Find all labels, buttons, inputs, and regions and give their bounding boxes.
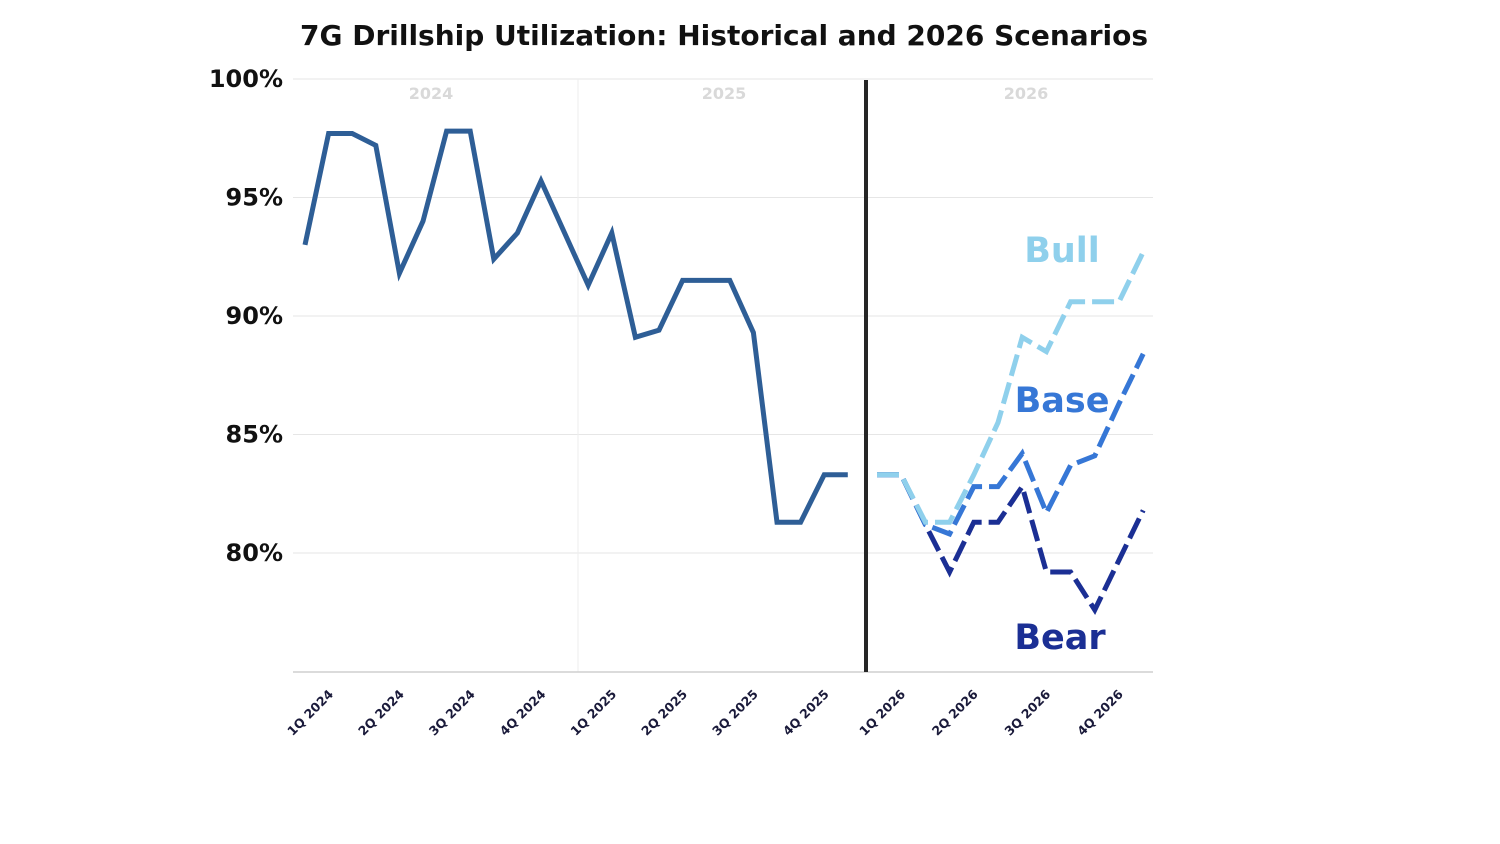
- series-label-bull: Bull: [1024, 231, 1100, 271]
- year-labels: 2024 2025 2026: [409, 84, 1049, 103]
- x-tick-label: 2Q 2026: [929, 686, 981, 738]
- x-tick-label: 4Q 2026: [1074, 686, 1126, 738]
- y-tick-label: 90%: [226, 302, 283, 330]
- x-tick-label: 2Q 2024: [355, 686, 407, 738]
- x-tick-label: 3Q 2024: [426, 686, 478, 738]
- x-tick-label: 1Q 2025: [567, 687, 619, 739]
- year-label: 2024: [409, 84, 454, 103]
- y-axis-ticks: 100% 95% 90% 85% 80%: [209, 65, 283, 567]
- series-line-historical: [302, 128, 848, 525]
- x-tick-label: 4Q 2024: [497, 686, 549, 738]
- gridlines: [293, 78, 1153, 672]
- series-label-base: Base: [1015, 381, 1110, 421]
- year-label: 2026: [1004, 84, 1049, 103]
- x-tick-label: 1Q 2024: [284, 686, 336, 738]
- series-line-bear: [877, 472, 1146, 616]
- y-tick-label: 80%: [226, 539, 283, 567]
- x-tick-label: 2Q 2025: [638, 687, 690, 739]
- y-tick-label: 100%: [209, 65, 283, 93]
- series-lines: [302, 128, 1146, 616]
- chart-title: 7G Drillship Utilization: Historical and…: [300, 19, 1148, 52]
- series-line-bull: [877, 250, 1146, 525]
- series-labels: Bull Base Bear: [1014, 231, 1109, 658]
- x-axis-ticks: 1Q 2024 2Q 2024 3Q 2024 4Q 2024 1Q 2025 2Q 20…: [284, 686, 1126, 738]
- x-tick-label: 4Q 2025: [780, 687, 832, 739]
- y-tick-label: 85%: [226, 421, 283, 449]
- x-tick-label: 1Q 2026: [856, 686, 908, 738]
- x-tick-label: 3Q 2025: [709, 687, 761, 739]
- x-tick-label: 3Q 2026: [1001, 686, 1053, 738]
- series-label-bear: Bear: [1014, 618, 1106, 658]
- year-label: 2025: [702, 84, 747, 103]
- y-tick-label: 95%: [226, 184, 283, 212]
